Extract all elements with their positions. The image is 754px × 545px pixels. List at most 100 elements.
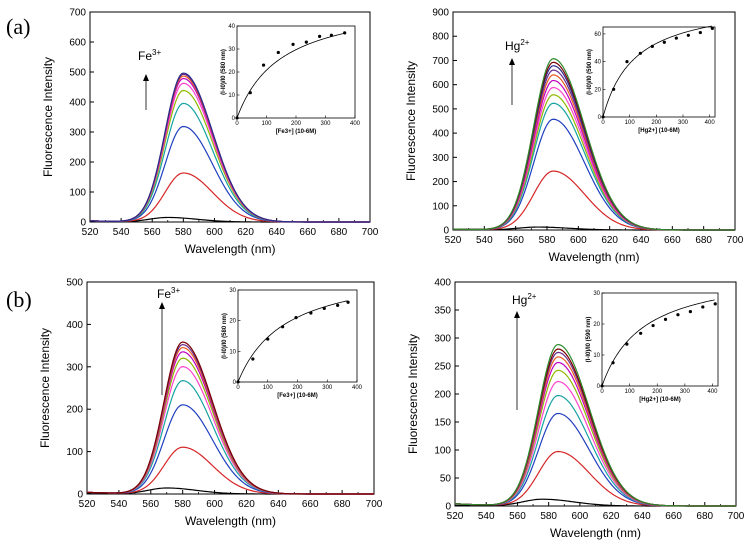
inset-data-point: [235, 116, 239, 120]
ion-symbol: Hg: [512, 293, 527, 307]
x-tick-label: 660: [665, 511, 682, 522]
inset-x-tick-label: 0: [600, 389, 604, 395]
x-tick-label: 560: [142, 499, 159, 510]
inset-fit-curve: [602, 25, 712, 118]
y-tick-label: 400: [434, 278, 451, 289]
y-tick-label: 300: [434, 334, 451, 345]
inset-y-tick-label: 10: [228, 93, 235, 99]
inset-data-point: [625, 342, 629, 346]
spectrum-line-2: [454, 450, 736, 507]
y-tick-label: 0: [443, 226, 449, 237]
x-tick-label: 600: [572, 511, 589, 522]
inset-data-point: [612, 87, 616, 91]
spectrum-line-5: [454, 380, 736, 507]
inset-x-title: [Hg2+] (10-6M): [639, 397, 681, 403]
y-tick-label: 350: [434, 306, 451, 317]
inset-data-point: [611, 361, 615, 365]
y-tick-label: 0: [80, 218, 86, 229]
inset-x-tick-label: 200: [652, 389, 663, 395]
x-tick-label: 680: [695, 235, 712, 246]
inset-data-point: [650, 44, 654, 48]
inset-x-tick-label: 400: [352, 385, 363, 391]
ion-charge: 3+: [152, 48, 161, 57]
ion-symbol: Fe: [157, 287, 171, 301]
y-tick-label: 100: [69, 188, 86, 199]
inset-fit-curve: [237, 300, 348, 383]
inset-y-tick-label: 20: [593, 322, 600, 328]
spectrum-line-12: [452, 58, 735, 231]
inset-data-point: [600, 384, 604, 388]
inset-data-point: [304, 40, 308, 44]
inset-x-tick-label: 100: [625, 120, 636, 126]
inset-data-point: [676, 313, 680, 317]
inset-data-point: [638, 51, 642, 55]
inset-data-point: [236, 380, 240, 384]
inset-data-point: [266, 337, 270, 341]
inset-x-tick-label: 300: [322, 385, 333, 391]
x-tick-label: 520: [82, 227, 99, 238]
inset-data-point: [309, 311, 313, 315]
x-tick-label: 680: [334, 499, 351, 510]
inset-y-title: (I-I0)/I0 (580 nm): [221, 49, 227, 95]
x-tick-label: 700: [362, 227, 379, 238]
y-tick-label: 600: [432, 80, 449, 91]
ion-label: Hg2+: [512, 292, 537, 307]
y-axis-title: Fluorescence Intensity: [38, 328, 52, 448]
inset-y-title: (I-I0)/I0 (590 nm): [586, 317, 592, 363]
inset-data-point: [601, 115, 605, 119]
inset-data-point: [686, 33, 690, 37]
x-tick-label: 640: [268, 227, 285, 238]
x-tick-label: 560: [509, 511, 526, 522]
inset-data-point: [662, 40, 666, 44]
ion-label: Fe3+: [157, 286, 180, 301]
inset-x-tick-label: 400: [350, 121, 361, 127]
x-tick-label: 580: [174, 499, 191, 510]
inset-y-tick-label: 30: [228, 47, 235, 53]
y-tick-label: 300: [66, 362, 83, 373]
ion-charge: 2+: [520, 38, 529, 47]
inset-y-tick-label: 40: [228, 24, 235, 30]
inset-y-tick-label: 60: [594, 32, 601, 38]
ion-charge: 3+: [171, 286, 180, 295]
x-tick-label: 660: [664, 235, 681, 246]
y-tick-label: 900: [432, 8, 449, 19]
x-tick-label: 620: [603, 511, 620, 522]
y-axis-title: Fluorescence Intensity: [41, 57, 55, 177]
ion-charge: 2+: [527, 292, 536, 301]
spectrum-line-10: [89, 72, 370, 223]
inset-fit-curve: [236, 32, 345, 119]
inset-x-tick-label: 100: [261, 121, 272, 127]
inset-data-point: [336, 303, 340, 307]
x-tick-label: 700: [366, 499, 383, 510]
x-tick-label: 520: [445, 235, 462, 246]
increase-arrow-head: [159, 302, 165, 309]
inset-x-tick-label: 300: [680, 389, 691, 395]
inset-data-point: [294, 316, 298, 320]
x-tick-label: 700: [727, 235, 744, 246]
inset-frame: [602, 26, 716, 118]
y-tick-label: 0: [77, 490, 83, 501]
y-tick-label: 700: [432, 56, 449, 67]
y-tick-label: 200: [432, 177, 449, 188]
inset-data-point: [713, 302, 717, 306]
y-tick-label: 600: [69, 38, 86, 49]
inset-data-point: [698, 30, 702, 35]
inset-data-point: [651, 323, 655, 328]
y-tick-label: 500: [69, 68, 86, 79]
x-tick-label: 560: [144, 227, 161, 238]
inset-y-tick-label: 0: [232, 116, 236, 122]
y-tick-label: 800: [432, 32, 449, 43]
inset-y-tick-label: 20: [228, 70, 235, 76]
x-tick-label: 700: [728, 511, 745, 522]
inset-data-point: [701, 305, 705, 309]
x-tick-label: 600: [206, 227, 223, 238]
inset-frame: [237, 289, 358, 383]
inset-y-tick-label: 0: [597, 384, 601, 390]
inset-y-tick-label: 20: [229, 319, 236, 325]
x-axis-title: Wavelength (nm): [185, 242, 276, 256]
y-tick-label: 200: [66, 405, 83, 416]
y-tick-label: 50: [440, 474, 452, 485]
x-axis-title: Wavelength (nm): [185, 514, 276, 528]
inset-x-tick-label: 200: [651, 120, 662, 126]
